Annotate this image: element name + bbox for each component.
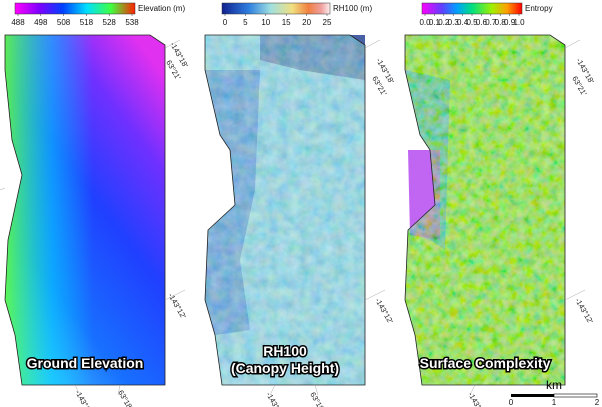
elevation-map — [4, 34, 166, 386]
colorbar — [221, 2, 331, 15]
panel-title: Surface Complexity — [420, 355, 551, 371]
colorbar-tick-label: 0.0 — [419, 18, 431, 27]
scale-tick-label: 1 — [552, 398, 557, 407]
colorbar-tick-label: 0.5 — [466, 18, 478, 27]
colorbar-tick-label: 518 — [80, 18, 94, 27]
surface-complexity-map — [404, 34, 566, 386]
graticule — [0, 39, 586, 396]
colorbar-tick-label: 0.8 — [495, 18, 507, 27]
scale-tick-label: 0 — [509, 398, 514, 407]
canopy-height-map — [204, 34, 366, 386]
colorbar — [421, 2, 523, 15]
map-panels — [4, 34, 566, 386]
colorbar-tick-label: 0.9 — [504, 18, 516, 27]
colorbar-tick-label: 0.2 — [438, 18, 450, 27]
colorbar — [14, 2, 136, 15]
colorbar-tick-label: 1.0 — [513, 18, 525, 27]
coordinate-label: -143°12' — [73, 389, 95, 407]
colorbar-tick-label: 10 — [261, 18, 270, 27]
colorbar-tick-label: 528 — [103, 18, 117, 27]
colorbar-tick-label: 0.3 — [448, 18, 460, 27]
colorbar-tick-label: 0.1 — [429, 18, 441, 27]
colorbar-tick-label: 488 — [11, 18, 25, 27]
colorbar-tick-label: 25 — [323, 18, 332, 27]
colorbar-tick-label: 538 — [125, 18, 139, 27]
colorbar-tick-label: 508 — [57, 18, 71, 27]
colorbar-tick-label: 0.4 — [457, 18, 469, 27]
coordinate-label: -143°12' — [166, 292, 188, 321]
scale-bar-segment — [553, 393, 598, 398]
colorbar-tick-label: 0.7 — [485, 18, 497, 27]
colorbar-tick-label: 15 — [282, 18, 291, 27]
colorbar-tick-label: 498 — [34, 18, 48, 27]
colorbar-label: Elevation (m) — [138, 4, 185, 13]
colorbar-label: RH100 (m) — [333, 4, 372, 13]
scale-tick-label: 2 — [595, 398, 600, 407]
coordinate-label: 63°18' — [308, 391, 327, 407]
colorbar-tick-label: 5 — [243, 18, 248, 27]
coordinate-label: 63°18' — [116, 389, 135, 407]
coordinate-label: -143°12' — [264, 391, 286, 407]
colorbar-tick-label: 0.6 — [476, 18, 488, 27]
panel-title: RH100 — [263, 343, 307, 359]
colorbar-tick-label: 20 — [302, 18, 311, 27]
coordinate-label: -143°12' — [466, 391, 488, 407]
scale-bar-segment — [511, 394, 554, 397]
colorbar-tick-label: 0 — [223, 18, 228, 27]
panel-title: (Canopy Height) — [231, 360, 339, 376]
coordinate-label: -143°12' — [373, 297, 395, 326]
scale-unit: km — [546, 378, 562, 392]
colorbar-label: Entropy — [525, 4, 553, 13]
coordinate-label: -143°12' — [573, 297, 595, 326]
panel-title: Ground Elevation — [27, 355, 144, 371]
